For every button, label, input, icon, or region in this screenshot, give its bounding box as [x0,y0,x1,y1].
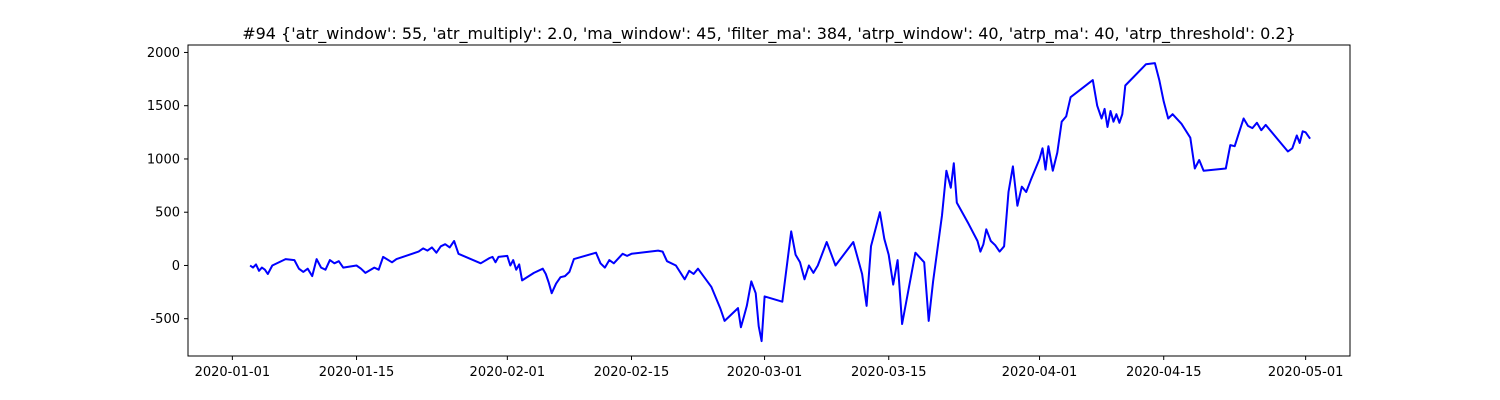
y-tick-label: -500 [150,312,180,327]
x-tick-label: 2020-02-15 [594,365,670,380]
series-line [249,62,1311,343]
x-tick-label: 2020-03-01 [727,365,803,380]
y-tick-label: 0 [172,259,180,274]
y-tick-label: 1000 [147,152,180,167]
x-tick-label: 2020-01-01 [195,365,271,380]
plot-area [249,62,1311,343]
y-tick-label: 2000 [147,46,180,61]
chart-title: #94 {'atr_window': 55, 'atr_multiply': 2… [242,24,1296,44]
y-axis: -500 0 500 1000 1500 2000 [147,46,188,327]
x-tick-label: 2020-01-15 [319,365,395,380]
x-axis: 2020-01-01 2020-01-15 2020-02-01 2020-02-15… [195,356,1344,380]
x-tick-label: 2020-02-01 [470,365,546,380]
x-tick-label: 2020-04-01 [1002,365,1078,380]
x-tick-label: 2020-04-15 [1126,365,1202,380]
x-tick-label: 2020-05-01 [1268,365,1344,380]
y-tick-label: 1500 [147,99,180,114]
y-tick-label: 500 [155,206,180,221]
axes-frame [187,44,1351,357]
x-tick-label: 2020-03-15 [851,365,927,380]
